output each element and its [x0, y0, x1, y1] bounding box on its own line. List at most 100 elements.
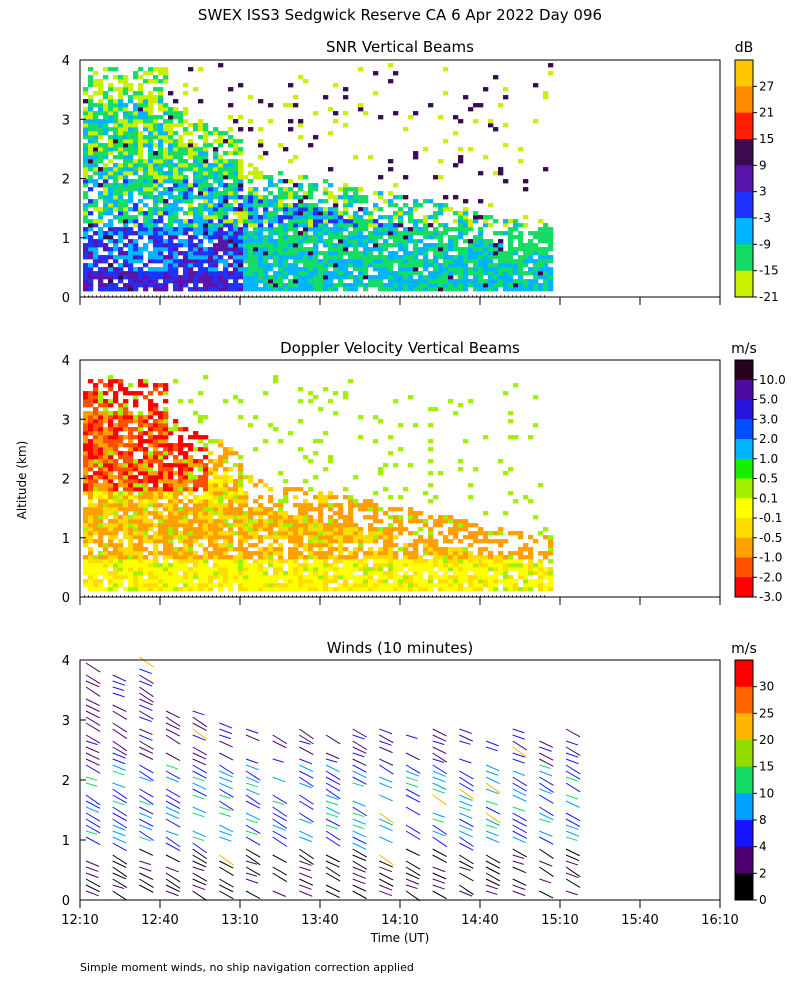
snr-cell	[203, 279, 209, 284]
doppler-cell	[98, 523, 104, 528]
doppler-cell	[208, 451, 214, 456]
snr-cell	[293, 223, 299, 228]
doppler-cell	[353, 523, 359, 528]
doppler-cell	[398, 583, 404, 588]
snr-cell	[158, 79, 164, 84]
snr-cell	[238, 219, 244, 224]
snr-cell	[313, 219, 319, 224]
snr-cell	[338, 223, 344, 228]
doppler-cell	[93, 483, 99, 488]
snr-cell	[458, 119, 464, 124]
doppler-cell	[163, 559, 169, 564]
snr-cell	[123, 171, 129, 176]
snr-cell	[423, 147, 429, 152]
doppler-cell	[168, 507, 174, 512]
snr-cell	[88, 283, 94, 288]
doppler-cell	[348, 515, 354, 520]
doppler-cell	[143, 475, 149, 480]
snr-cell	[338, 195, 344, 200]
doppler-colorbar-swatch	[735, 498, 753, 519]
snr-cell	[288, 191, 294, 196]
doppler-cell	[173, 455, 179, 460]
snr-cell	[88, 163, 94, 168]
snr-cell	[443, 67, 449, 72]
snr-cell	[483, 223, 489, 228]
doppler-cell	[83, 567, 89, 572]
doppler-cell	[273, 559, 279, 564]
snr-cell	[98, 159, 104, 164]
snr-cell	[263, 251, 269, 256]
doppler-cell	[488, 539, 494, 544]
doppler-cell	[193, 559, 199, 564]
doppler-cell	[143, 483, 149, 488]
snr-cell	[288, 227, 294, 232]
snr-cell	[88, 111, 94, 116]
snr-cell	[538, 255, 544, 260]
snr-cell	[463, 223, 469, 228]
doppler-cell	[188, 559, 194, 564]
doppler-cell	[263, 579, 269, 584]
snr-cell	[148, 279, 154, 284]
doppler-cell	[163, 579, 169, 584]
doppler-cell	[483, 559, 489, 564]
doppler-cell	[468, 535, 474, 540]
snr-cell	[113, 175, 119, 180]
doppler-cell	[88, 571, 94, 576]
doppler-cell	[128, 443, 134, 448]
snr-cell	[488, 251, 494, 256]
doppler-colorbar-label: 10.0	[759, 373, 786, 387]
snr-cell	[388, 287, 394, 292]
doppler-cell	[103, 431, 109, 436]
snr-cell	[468, 219, 474, 224]
doppler-cell	[83, 579, 89, 584]
doppler-cell	[428, 583, 434, 588]
snr-cell	[163, 155, 169, 160]
doppler-cell	[188, 511, 194, 516]
doppler-cell	[98, 403, 104, 408]
doppler-cell	[373, 587, 379, 592]
doppler-cell	[88, 379, 94, 384]
snr-cell	[108, 267, 114, 272]
snr-cell	[98, 239, 104, 244]
doppler-cell	[243, 563, 249, 568]
doppler-cell	[188, 463, 194, 468]
snr-cell	[118, 183, 124, 188]
snr-cell	[88, 79, 94, 84]
doppler-cell	[373, 579, 379, 584]
doppler-cell	[138, 567, 144, 572]
doppler-cell	[188, 567, 194, 572]
doppler-cell	[328, 535, 334, 540]
snr-cell	[128, 267, 134, 272]
snr-cell	[183, 159, 189, 164]
doppler-cell	[118, 559, 124, 564]
snr-cell	[268, 263, 274, 268]
doppler-cell	[83, 423, 89, 428]
doppler-cell	[438, 471, 444, 476]
snr-cell	[278, 247, 284, 252]
snr-cell	[148, 227, 154, 232]
doppler-cell	[218, 559, 224, 564]
doppler-cell	[468, 555, 474, 560]
doppler-cell	[543, 571, 549, 576]
doppler-cell	[323, 387, 329, 392]
snr-cell	[158, 231, 164, 236]
snr-cell	[313, 255, 319, 260]
doppler-cell	[413, 587, 419, 592]
doppler-cell	[238, 455, 244, 460]
doppler-cell	[508, 579, 514, 584]
snr-cell	[188, 131, 194, 136]
snr-cell	[118, 75, 124, 80]
snr-cell	[293, 235, 299, 240]
snr-cell	[153, 235, 159, 240]
doppler-cell	[348, 555, 354, 560]
doppler-cell	[153, 383, 159, 388]
doppler-cell	[298, 419, 304, 424]
snr-cell	[93, 135, 99, 140]
doppler-cell	[168, 551, 174, 556]
snr-cell	[243, 207, 249, 212]
snr-cell	[148, 215, 154, 220]
snr-cell	[238, 215, 244, 220]
snr-cell	[498, 275, 504, 280]
doppler-cell	[88, 579, 94, 584]
snr-cell	[503, 123, 509, 128]
